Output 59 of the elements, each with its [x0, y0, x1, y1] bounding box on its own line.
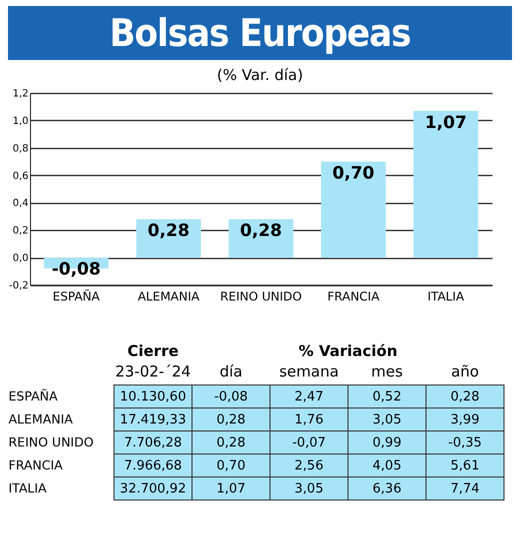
category-label: año: [451, 362, 479, 380]
category-label: 23-02-´24: [115, 362, 191, 380]
category-label: REINO UNIDO: [8, 434, 94, 450]
category-label: ALEMANIA: [8, 412, 73, 426]
category-label: FRANCIA: [8, 458, 63, 472]
y-tick-label: 0,6: [12, 170, 28, 182]
text: 4,05: [372, 458, 402, 474]
data-label: 1,07: [424, 112, 467, 133]
text: 3,99: [450, 412, 480, 428]
text: 0,28: [450, 390, 480, 404]
category-label: día: [220, 362, 242, 380]
category-label: ITALIA: [8, 480, 47, 496]
category-label: ESPAÑA: [8, 388, 58, 404]
y-tick-label: -0,2: [8, 280, 28, 292]
text: Cierre: [127, 342, 179, 360]
x-tick-label: ESPAÑA: [52, 288, 101, 304]
text: 7.966,68: [124, 458, 182, 474]
text: 10.130,60: [120, 390, 186, 404]
text: 17.419,33: [120, 412, 186, 428]
data-label: 0,70: [332, 164, 375, 184]
chart-subtitle: (% Var. día): [216, 66, 304, 84]
data-label: 0,28: [240, 221, 282, 242]
y-tick-label: 0,8: [12, 143, 28, 154]
text: 5,61: [450, 458, 480, 474]
text: 0,99: [372, 436, 402, 450]
text: % Variación: [298, 342, 398, 360]
text: 7.706,28: [124, 436, 182, 450]
text: -0,07: [292, 436, 326, 450]
y-tick-label: 1,2: [12, 88, 28, 100]
text: 7,74: [450, 482, 480, 496]
text: -0,08: [214, 390, 248, 404]
text: 3,05: [294, 482, 324, 496]
text: 6,36: [372, 482, 402, 496]
x-tick-label: ITALIA: [428, 290, 465, 304]
y-tick-label: 1,0: [12, 116, 28, 127]
data-label: -0,08: [52, 260, 101, 280]
text: 0,28: [216, 436, 246, 450]
chart-title: Bolsas Europeas: [8, 6, 512, 60]
text: 3,05: [372, 412, 402, 428]
y-tick-label: 0,0: [12, 253, 28, 264]
text: 2,56: [294, 458, 324, 474]
text: 2,47: [294, 390, 324, 404]
category-label: mes: [371, 362, 404, 380]
text: 0,28: [216, 412, 246, 428]
x-tick-label: ALEMANIA: [138, 290, 200, 304]
text: 0,52: [372, 390, 402, 404]
x-tick-label: REINO UNIDO: [220, 290, 302, 304]
category-label: semana: [279, 362, 339, 380]
x-tick-label: FRANCIA: [327, 290, 380, 304]
text: -0,35: [448, 436, 482, 450]
y-tick-label: 0,2: [12, 226, 28, 237]
text: 0,70: [216, 458, 246, 474]
y-tick-label: 0,4: [12, 198, 28, 210]
text: 1,07: [216, 482, 246, 496]
text: 32.700,92: [120, 482, 186, 496]
bar: [321, 162, 386, 258]
text: 1,76: [294, 412, 324, 428]
data-label: 0,28: [148, 221, 190, 242]
bar: [413, 110, 478, 258]
